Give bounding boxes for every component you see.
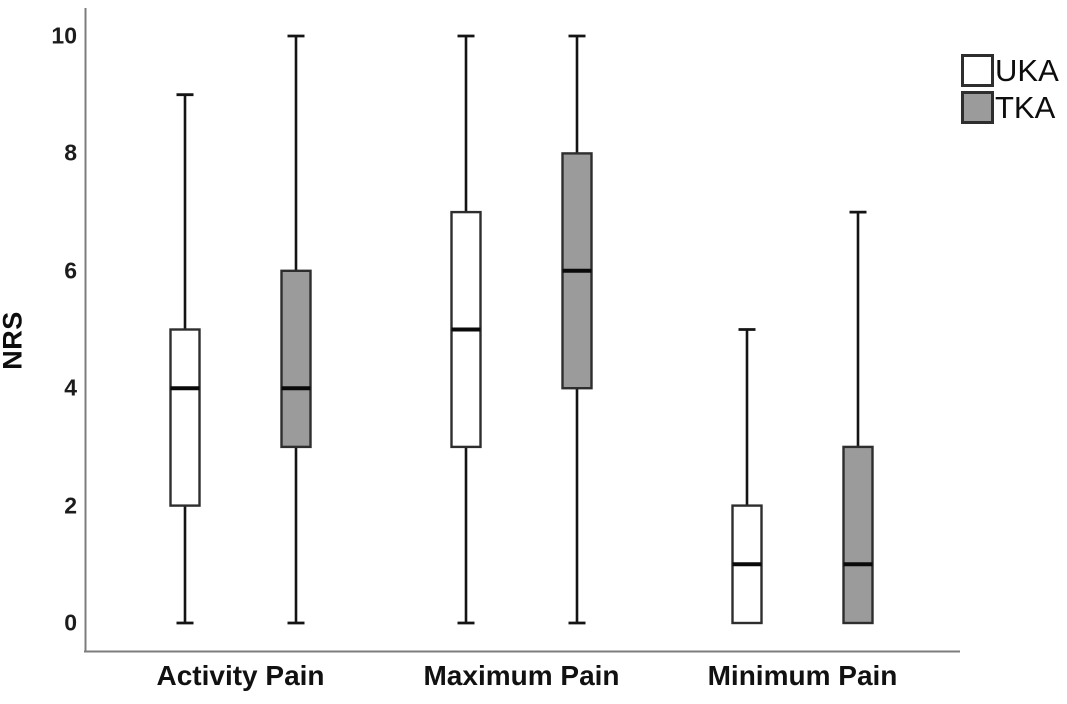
y-tick-label-6: 6: [64, 257, 77, 284]
tka-activity-pain-box: [280, 269, 312, 449]
legend-label-uka: UKA: [995, 53, 1059, 88]
legend: UKA TKA: [961, 52, 1059, 126]
uka-activity-pain-box: [169, 328, 201, 507]
legend-label-tka: TKA: [995, 90, 1056, 125]
x-category-label-minimum-pain: Minimum Pain: [707, 660, 898, 691]
tka-minimum-pain-box: [842, 445, 874, 625]
y-tick-label-8: 8: [64, 139, 77, 166]
legend-item-uka: UKA: [961, 52, 1059, 89]
y-tick-label-2: 2: [64, 492, 77, 519]
tka-legend-swatch: [961, 91, 994, 124]
x-category-label-maximum-pain: Maximum Pain: [423, 660, 620, 691]
y-tick-label-10: 10: [51, 22, 77, 49]
y-tick-label-4: 4: [64, 374, 77, 401]
legend-item-tka: TKA: [961, 89, 1059, 126]
uka-legend-swatch: [961, 54, 994, 87]
x-category-label-activity-pain: Activity Pain: [156, 660, 325, 691]
y-tick-label-0: 0: [64, 609, 77, 636]
